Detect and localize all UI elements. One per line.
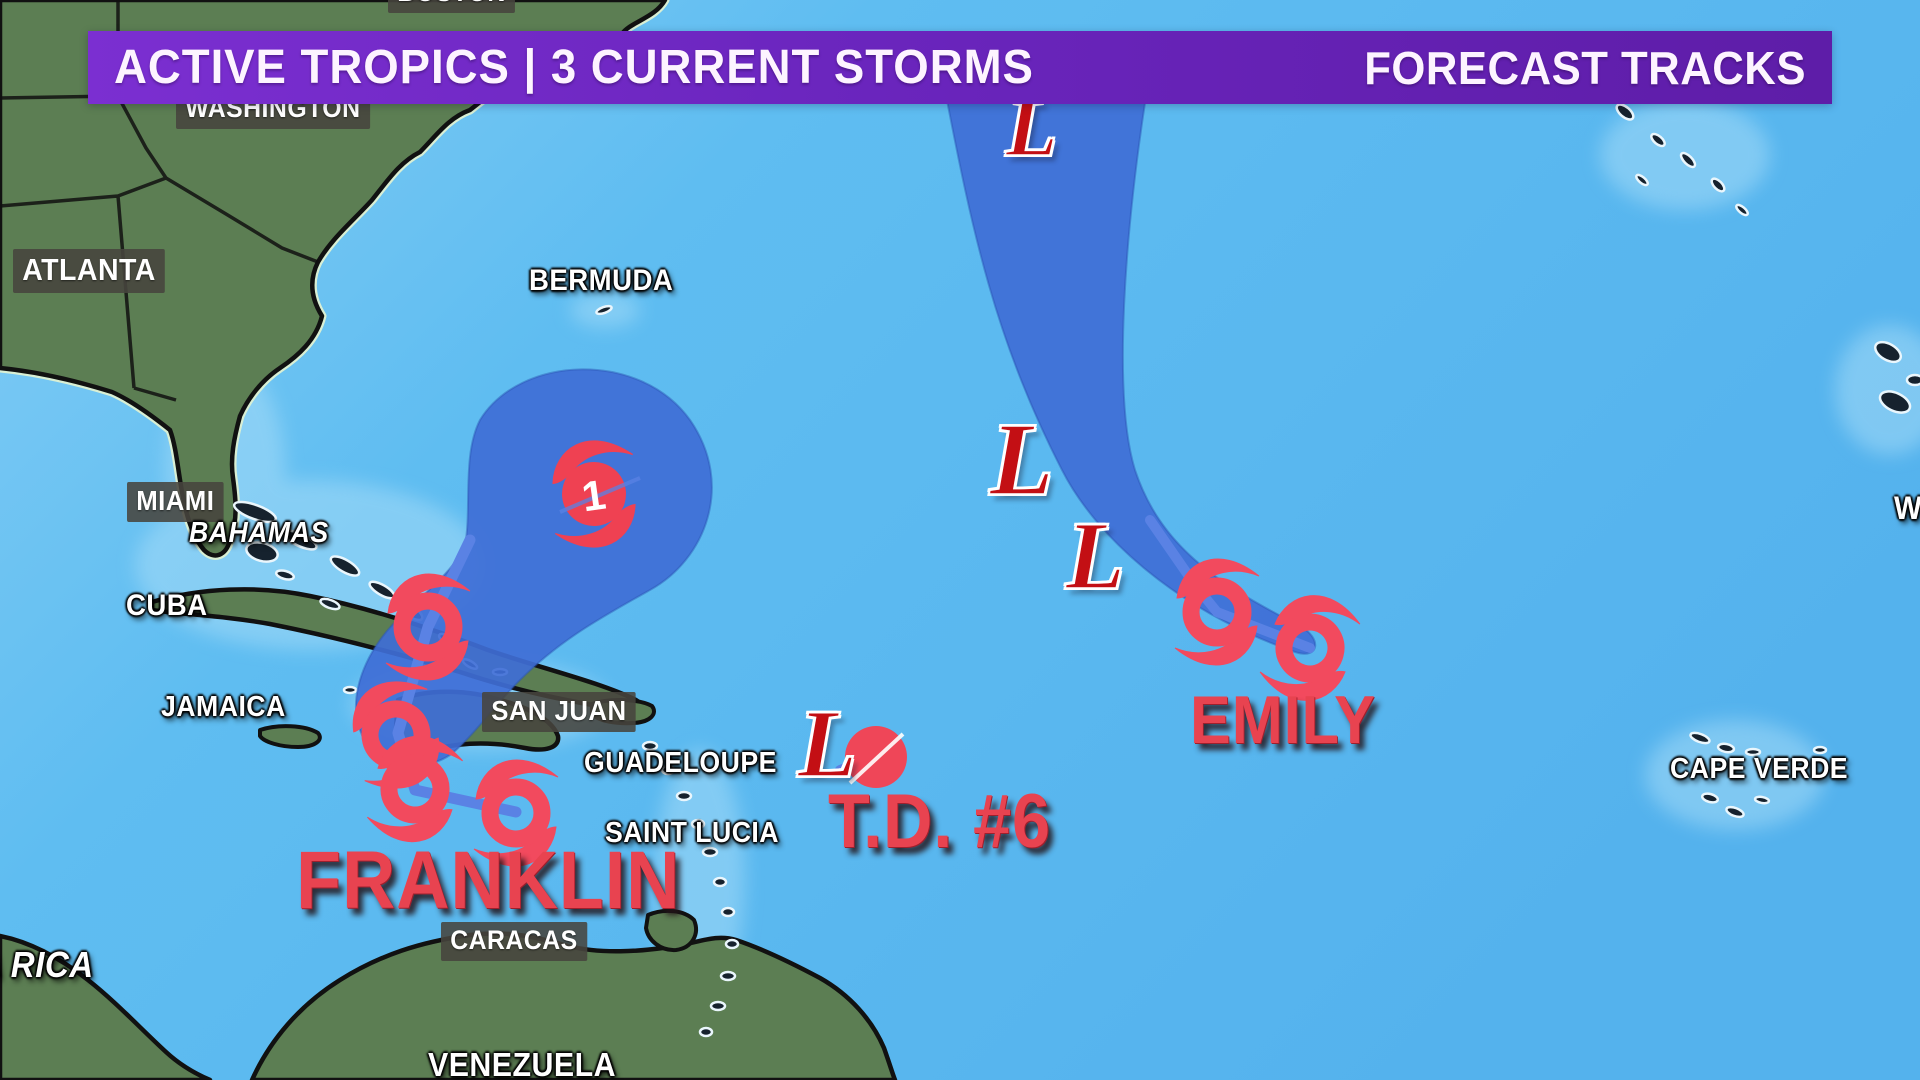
place-label-costa-rica-partial: A RICA: [0, 944, 94, 985]
place-label-right-edge-partial: W: [1894, 490, 1920, 526]
emily-track-line: [1145, 515, 1315, 653]
place-label-venezuela: VENEZUELA: [428, 1046, 617, 1080]
title-banner: ACTIVE TROPICS | 3 CURRENT STORMS FORECA…: [88, 31, 1832, 104]
land-south-america: [249, 931, 898, 1080]
banner-title: ACTIVE TROPICS | 3 CURRENT STORMS: [114, 41, 1034, 94]
place-label-cuba: CUBA: [126, 589, 208, 622]
track-slash: [559, 476, 641, 514]
banner-subtitle: FORECAST TRACKS: [1364, 41, 1806, 94]
place-label-jamaica: JAMAICA: [161, 691, 286, 723]
island-trinidad: [644, 908, 698, 953]
place-label-bahamas: BAHAMAS: [189, 517, 329, 549]
city-label-miami: MIAMI: [127, 482, 224, 522]
land-central-america: [0, 933, 213, 1080]
storm-name-franklin: FRANKLIN: [296, 835, 681, 926]
storm-icons: 1: [342, 440, 1365, 866]
place-label-guadeloupe: GUADELOUPE: [584, 747, 777, 779]
island-jamaica: [258, 724, 322, 749]
city-label-caracas: CARACAS: [441, 922, 587, 961]
place-label-cape-verde: CAPE VERDE: [1670, 753, 1849, 785]
place-label-saint-lucia: SAINT LUCIA: [605, 817, 780, 849]
city-label-san-juan: SAN JUAN: [482, 692, 636, 732]
storm-name-td6: T.D. #6: [828, 779, 1051, 864]
place-label-bermuda: BERMUDA: [529, 264, 674, 297]
depression-slash: [848, 732, 905, 785]
storm-name-emily: EMILY: [1190, 682, 1376, 758]
city-label-boston: BOSTON: [388, 0, 515, 13]
city-label-atlanta: ATLANTA: [13, 249, 166, 293]
low-pressure-marker-mid: L: [989, 402, 1054, 517]
low-pressure-marker-south: L: [1065, 502, 1125, 609]
hurricane-category-1-icon: 1: [552, 440, 641, 548]
low-pressure-marker-td6: L: [797, 690, 857, 797]
td6-depression-icon: [845, 726, 907, 788]
